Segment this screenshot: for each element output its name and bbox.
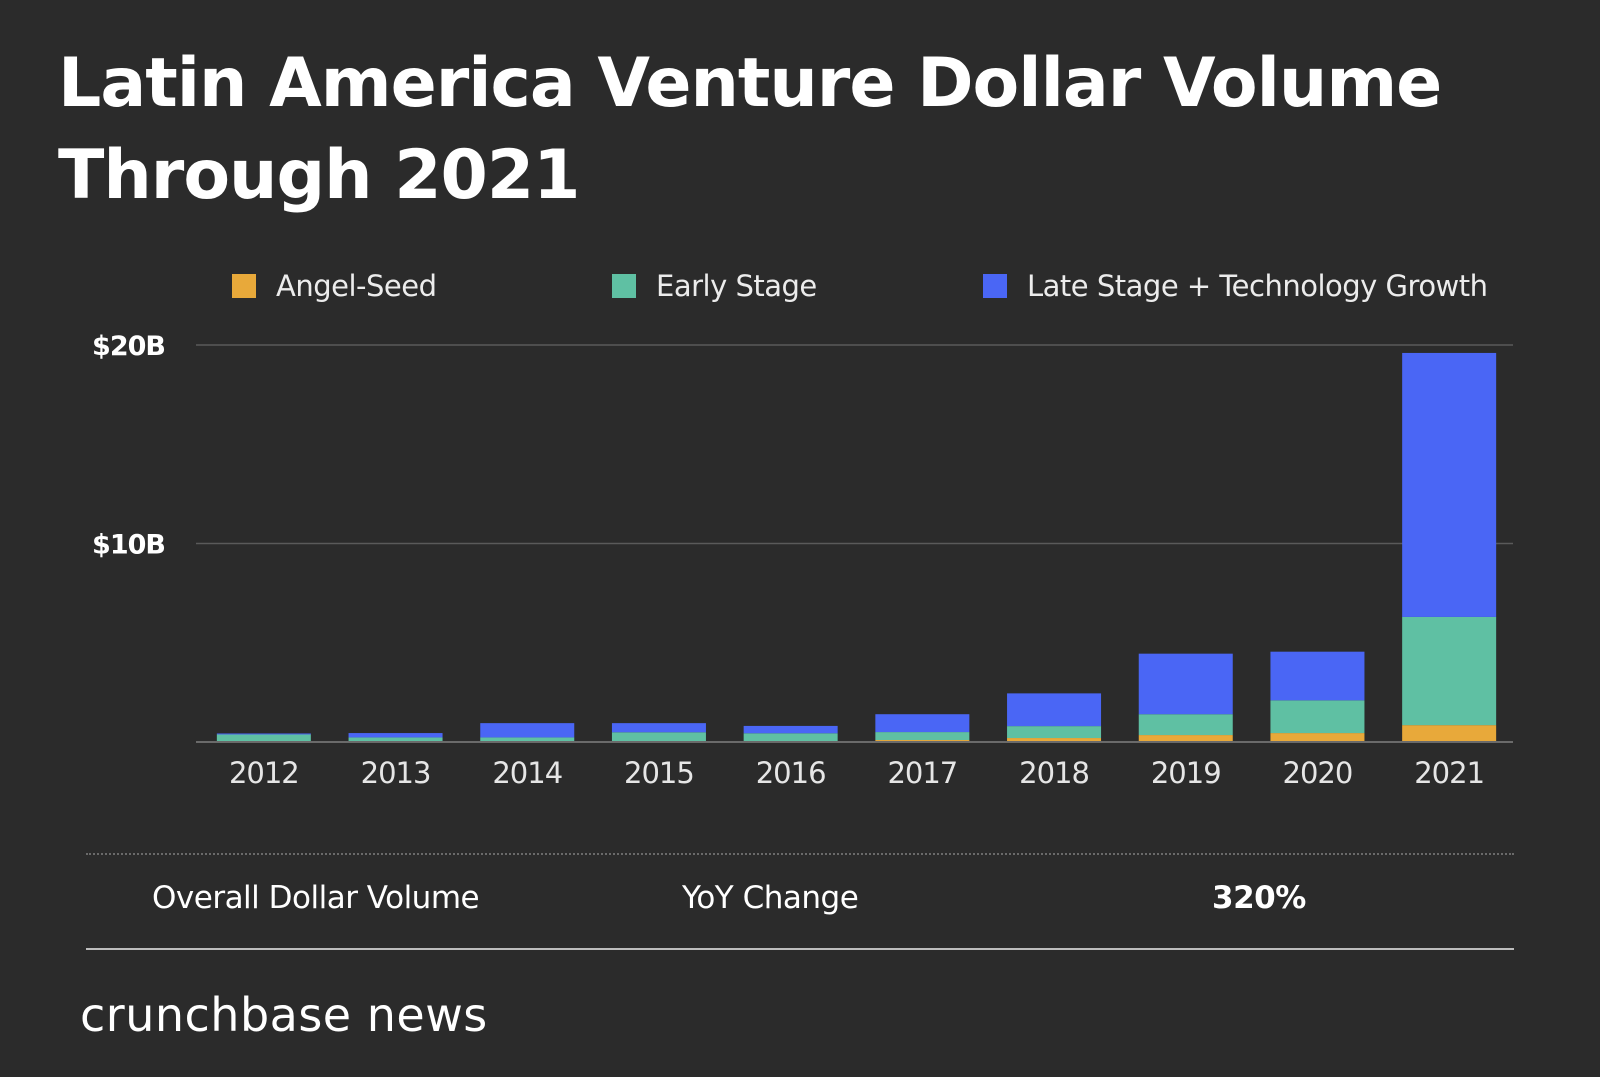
bar-segment-late-stage-technology-growth — [611, 723, 706, 733]
legend-label: Angel-Seed — [276, 269, 437, 303]
x-tick-label: 2018 — [1019, 756, 1089, 790]
bar-segment-late-stage-technology-growth — [348, 733, 443, 738]
legend-item-early-stage: Early Stage — [612, 268, 817, 304]
bar-segment-early-stage — [216, 734, 311, 742]
x-tick-label: 2021 — [1414, 756, 1484, 790]
summary-divider-solid — [86, 948, 1514, 950]
legend-swatch-early-stage — [612, 274, 636, 298]
bar-segment-angel-seed — [1402, 725, 1497, 742]
legend-label: Late Stage + Technology Growth — [1027, 269, 1488, 303]
bar-segment-early-stage — [875, 732, 970, 741]
bar-segment-early-stage — [348, 737, 443, 742]
bar-segment-angel-seed — [1138, 735, 1233, 742]
legend-item-angel-seed: Angel-Seed — [232, 268, 437, 304]
overall-dollar-volume-label: Overall Dollar Volume — [152, 880, 480, 916]
bar-segment-early-stage — [1007, 726, 1102, 739]
bar-segment-early-stage — [1138, 714, 1233, 736]
title-line-1: Latin America Venture Dollar Volume — [58, 44, 1442, 123]
chart-legend: Angel-Seed Early Stage Late Stage + Tech… — [0, 268, 1600, 304]
bar-segment-early-stage — [611, 732, 706, 742]
bar-segment-angel-seed — [1007, 738, 1102, 742]
legend-swatch-late-stage — [983, 274, 1007, 298]
x-tick-label: 2015 — [624, 756, 694, 790]
summary-divider-dotted — [86, 853, 1514, 855]
y-tick-label: $10B — [92, 530, 165, 561]
bar-segment-late-stage-technology-growth — [743, 725, 838, 734]
stacked-bar-chart: $10B $20B 2012 2013 2014 2015 2016 2017 2018 2019… — [92, 331, 1513, 790]
title-line-2: Through 2021 — [58, 136, 580, 215]
x-tick-label: 2019 — [1151, 756, 1221, 790]
bar-segment-early-stage — [480, 737, 575, 742]
legend-label: Early Stage — [656, 269, 817, 303]
y-tick-label: $20B — [92, 331, 165, 362]
x-tick-label: 2020 — [1283, 756, 1353, 790]
bar-segment-late-stage-technology-growth — [1270, 651, 1365, 701]
legend-item-late-stage: Late Stage + Technology Growth — [983, 268, 1488, 304]
bar-segment-late-stage-technology-growth — [1402, 352, 1497, 617]
bar-segment-early-stage — [1402, 616, 1497, 726]
bar-segment-late-stage-technology-growth — [216, 733, 311, 735]
bar-segment-late-stage-technology-growth — [480, 723, 575, 738]
x-tick-label: 2014 — [492, 756, 562, 790]
bar-segment-late-stage-technology-growth — [1007, 693, 1102, 727]
summary-row: Overall Dollar Volume YoY Change 320% — [0, 880, 1600, 930]
x-tick-label: 2016 — [756, 756, 826, 790]
bar-segment-angel-seed — [1270, 733, 1365, 742]
bar-segment-early-stage — [1270, 700, 1365, 734]
bar-segment-early-stage — [743, 733, 838, 742]
crunchbase-news-logo: crunchbase news — [80, 988, 488, 1042]
legend-swatch-angel-seed — [232, 274, 256, 298]
bar-segment-late-stage-technology-growth — [1138, 653, 1233, 715]
x-tick-label: 2017 — [887, 756, 957, 790]
x-tick-label: 2012 — [229, 756, 299, 790]
bar-segment-late-stage-technology-growth — [875, 714, 970, 733]
chart-title: Latin America Venture Dollar Volume Thro… — [58, 38, 1442, 222]
yoy-change-label: YoY Change — [682, 880, 859, 916]
yoy-change-value: 320% — [1212, 880, 1306, 916]
x-tick-label: 2013 — [361, 756, 431, 790]
